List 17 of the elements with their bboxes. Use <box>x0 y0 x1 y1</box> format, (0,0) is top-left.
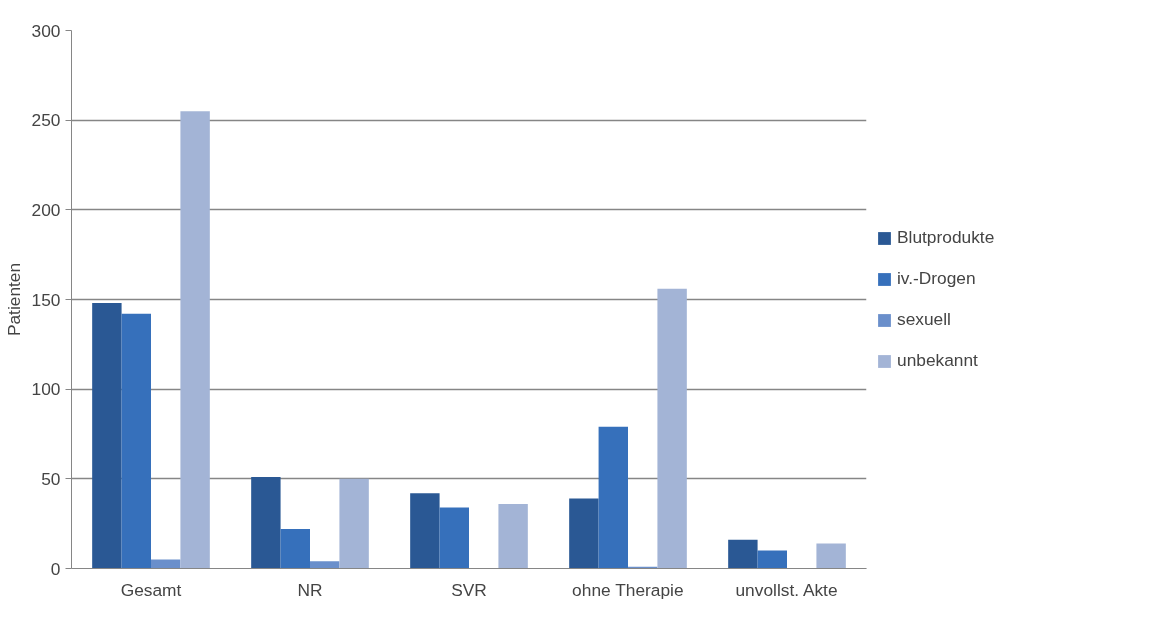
legend-label: sexuell <box>897 309 951 330</box>
legend-label: Blutprodukte <box>897 227 995 248</box>
y-tick-label: 300 <box>31 20 61 41</box>
legend-label: unbekannt <box>897 350 978 371</box>
x-tick-label: unvollst. Akte <box>735 579 838 600</box>
y-axis-title: Patienten <box>3 262 24 337</box>
y-tick-label: 50 <box>41 468 61 489</box>
x-tick-label: ohne Therapie <box>572 579 684 600</box>
legend-label: iv.-Drogen <box>897 268 976 289</box>
y-tick-label: 150 <box>31 289 61 310</box>
y-tick-label: 0 <box>50 558 61 579</box>
y-tick-label: 100 <box>31 379 61 400</box>
x-tick-label: NR <box>297 579 323 600</box>
x-tick-label: Gesamt <box>120 579 182 600</box>
y-tick-label: 200 <box>31 199 61 220</box>
x-tick-label: SVR <box>451 579 487 600</box>
y-tick-label: 250 <box>31 110 61 131</box>
